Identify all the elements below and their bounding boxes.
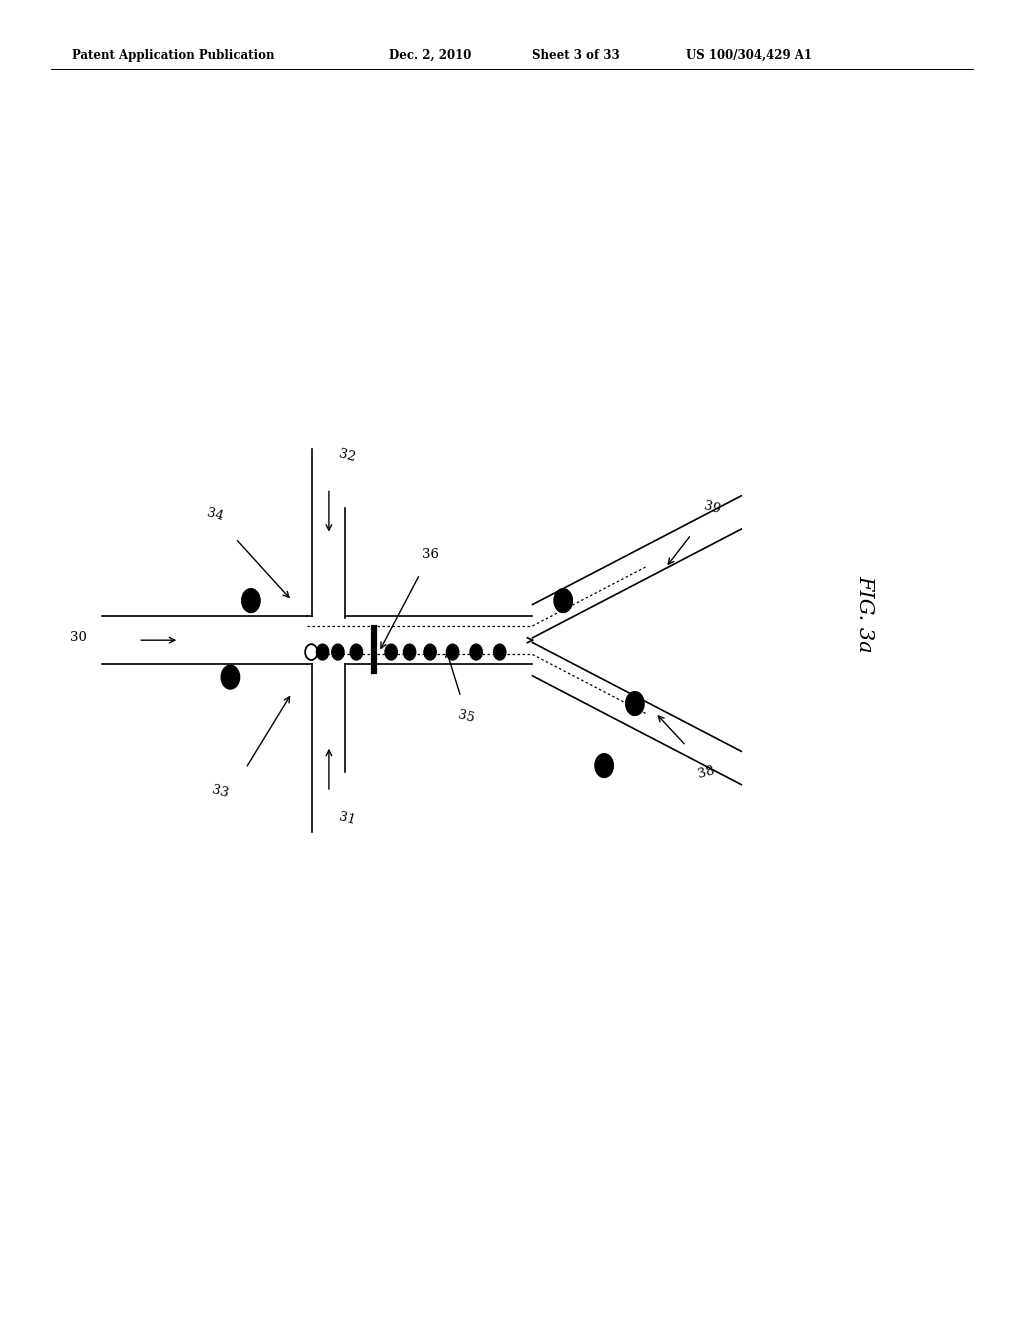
Circle shape <box>221 665 240 689</box>
Circle shape <box>316 644 329 660</box>
Circle shape <box>554 589 572 612</box>
Circle shape <box>332 644 344 660</box>
Text: 38: 38 <box>696 764 717 780</box>
Text: US 100/304,429 A1: US 100/304,429 A1 <box>686 49 812 62</box>
Circle shape <box>350 644 362 660</box>
Text: 34: 34 <box>205 507 225 523</box>
Text: 35: 35 <box>456 709 476 725</box>
Circle shape <box>446 644 459 660</box>
Circle shape <box>305 644 317 660</box>
Circle shape <box>595 754 613 777</box>
Text: 33: 33 <box>210 784 230 800</box>
Circle shape <box>242 589 260 612</box>
Circle shape <box>424 644 436 660</box>
Text: Dec. 2, 2010: Dec. 2, 2010 <box>389 49 471 62</box>
Text: 39: 39 <box>701 500 722 516</box>
Circle shape <box>494 644 506 660</box>
Circle shape <box>385 644 397 660</box>
Text: Sheet 3 of 33: Sheet 3 of 33 <box>532 49 621 62</box>
Text: 32: 32 <box>338 447 357 463</box>
Text: 36: 36 <box>422 548 438 561</box>
Circle shape <box>403 644 416 660</box>
Circle shape <box>626 692 644 715</box>
Text: 31: 31 <box>338 810 357 826</box>
Circle shape <box>470 644 482 660</box>
Text: 30: 30 <box>71 631 87 644</box>
Text: Patent Application Publication: Patent Application Publication <box>72 49 274 62</box>
Text: FIG. 3a: FIG. 3a <box>856 576 874 652</box>
